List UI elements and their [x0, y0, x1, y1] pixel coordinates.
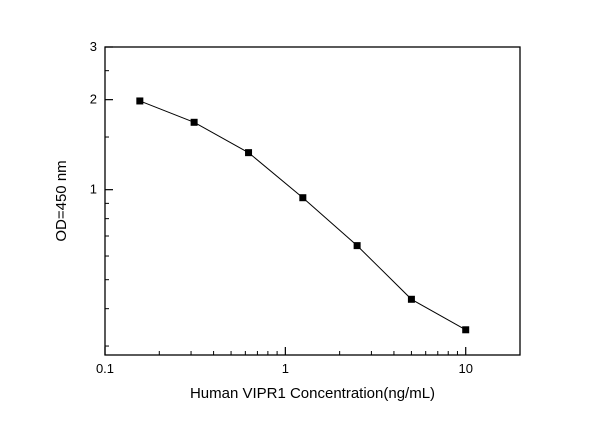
y-axis-title: OD=450 nm [53, 160, 70, 241]
data-series-standard-curve [136, 97, 470, 334]
x-axis: 0.1 1 10 [96, 347, 521, 376]
series-line [139, 100, 466, 331]
y-tick-label: 3 [90, 39, 97, 54]
y-tick-label: 1 [90, 182, 97, 197]
data-point-marker [353, 242, 361, 250]
x-axis-title: Human VIPR1 Concentration(ng/mL) [190, 385, 435, 402]
data-point-marker [407, 295, 415, 303]
y-axis: 1 2 3 [90, 39, 113, 347]
x-tick-label: 1 [282, 361, 289, 376]
data-point-marker [190, 118, 198, 126]
x-tick-label: 10 [458, 361, 472, 376]
y-tick-label: 2 [90, 92, 97, 107]
data-point-marker [245, 149, 253, 157]
plot-frame [104, 46, 521, 356]
data-point-marker [299, 194, 307, 202]
x-tick-label: 0.1 [96, 361, 114, 376]
data-point-marker [136, 97, 144, 105]
data-point-marker [462, 326, 470, 334]
